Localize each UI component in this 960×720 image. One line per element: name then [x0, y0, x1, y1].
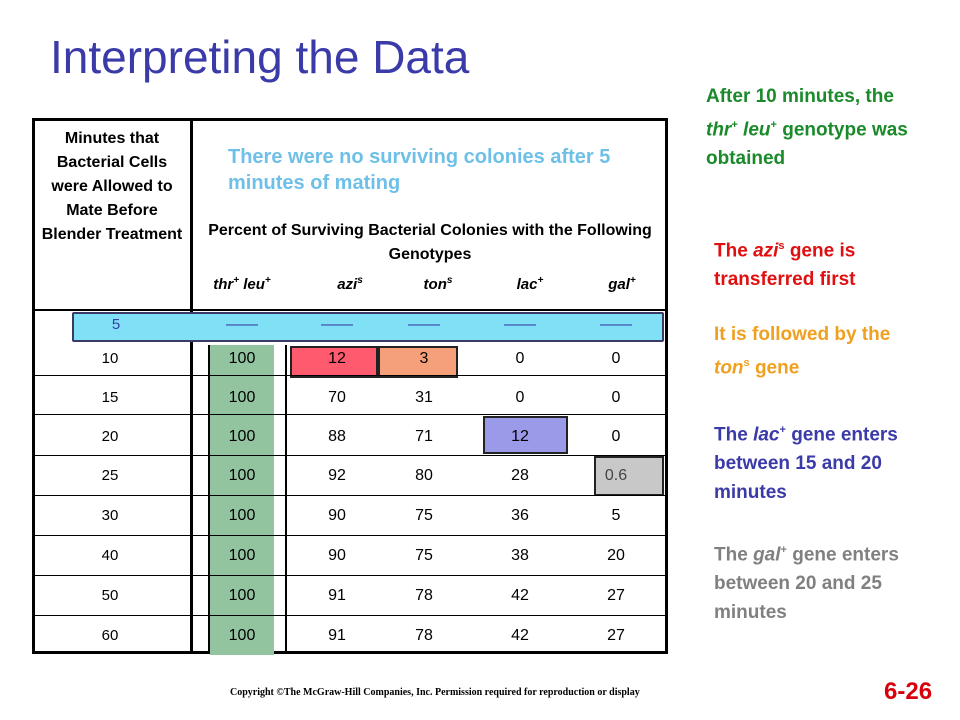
- row-divider: [32, 455, 668, 456]
- row-divider: [32, 414, 668, 415]
- genotype-header-gal: gal+: [608, 275, 636, 293]
- value-cell: 90: [328, 507, 346, 524]
- value-cell: 31: [415, 389, 433, 406]
- value-cell: 0: [515, 389, 525, 406]
- value-cell: 38: [511, 547, 529, 564]
- value-cell: 20: [607, 547, 625, 564]
- data-table: [32, 118, 668, 654]
- note-ton: It is followed by the tons gene: [714, 324, 891, 379]
- minute-cell: 40: [101, 547, 119, 564]
- value-cell: 92: [328, 467, 346, 484]
- value-cell: 75: [415, 507, 433, 524]
- value-cell: 3: [419, 350, 429, 367]
- value-cell: 5: [611, 507, 621, 524]
- no-survivors-annotation: There were no surviving colonies after 5…: [228, 146, 611, 194]
- value-cell: 28: [511, 467, 529, 484]
- value-cell: 0: [515, 350, 525, 367]
- value-cell: 80: [415, 467, 433, 484]
- value-cell: 100: [228, 350, 256, 367]
- value-cell: 100: [228, 627, 256, 644]
- value-cell: 88: [328, 428, 346, 445]
- value-cell: 100: [228, 389, 256, 406]
- value-cell: ——: [600, 316, 632, 333]
- value-cell: 12: [328, 350, 346, 367]
- value-cell: 91: [328, 587, 346, 604]
- minute-cell: 15: [101, 389, 119, 406]
- lac-20-highlight: [483, 416, 568, 454]
- ton-10-highlight: [378, 346, 458, 378]
- value-cell: 36: [511, 507, 529, 524]
- genotype-header-thr-leu: thr+ leu+: [213, 275, 271, 293]
- minute-cell: 25: [101, 467, 119, 484]
- row-divider: [32, 575, 668, 576]
- minute-cell: 50: [101, 587, 119, 604]
- genotype-header-ton: tons: [423, 275, 453, 293]
- value-cell: 12: [511, 428, 529, 445]
- minute-cell: 5: [111, 316, 121, 333]
- row-divider: [32, 535, 668, 536]
- row-divider: [32, 615, 668, 616]
- value-cell: 90: [328, 547, 346, 564]
- column-divider-minutes: [190, 118, 193, 654]
- value-cell: 100: [228, 467, 256, 484]
- slide-number: 6-26: [884, 678, 933, 705]
- value-cell: 0: [611, 428, 621, 445]
- note-gal: The gal+ gene enters between 20 and 25 m…: [714, 544, 899, 624]
- thr-leu-column-highlight: [210, 345, 274, 655]
- value-cell: 75: [415, 547, 433, 564]
- value-cell: 100: [228, 428, 256, 445]
- minute-cell: 60: [101, 627, 119, 644]
- row-divider: [32, 495, 668, 496]
- row-5-highlight: [72, 312, 664, 342]
- azi-10-highlight: [290, 346, 378, 378]
- genotype-header-lac: lac+: [516, 275, 544, 293]
- minute-cell: 10: [101, 350, 119, 367]
- value-cell: 71: [415, 428, 433, 445]
- note-thr-leu: After 10 minutes, the thr+ leu+ genotype…: [706, 86, 908, 170]
- minutes-column-header: Minutes that Bacterial Cells were Allowe…: [41, 130, 183, 243]
- note-azi: The azis gene is transferred first: [714, 240, 856, 291]
- value-cell: 42: [511, 627, 529, 644]
- value-cell: 27: [607, 587, 625, 604]
- minute-cell: 20: [101, 428, 119, 445]
- value-cell: ——: [321, 316, 353, 333]
- value-cell: 0: [611, 350, 621, 367]
- value-cell: ——: [226, 316, 258, 333]
- value-cell: ——: [504, 316, 536, 333]
- value-cell: 70: [328, 389, 346, 406]
- value-cell: ——: [408, 316, 440, 333]
- value-cell: 78: [415, 627, 433, 644]
- genotype-header-azi: azis: [337, 275, 363, 293]
- value-cell: 100: [228, 547, 256, 564]
- row-divider: [32, 375, 668, 376]
- column-divider-left-1: [208, 345, 210, 654]
- value-cell: 0: [611, 389, 621, 406]
- value-cell: 100: [228, 507, 256, 524]
- minute-cell: 30: [101, 507, 119, 524]
- note-lac: The lac+ gene enters between 15 and 20 m…: [714, 424, 898, 504]
- column-divider-left-2: [285, 345, 287, 654]
- value-cell: 42: [511, 587, 529, 604]
- value-cell: 78: [415, 587, 433, 604]
- value-cell: 27: [607, 627, 625, 644]
- header-divider: [32, 309, 668, 311]
- value-cell: 100: [228, 587, 256, 604]
- page-title: Interpreting the Data: [50, 31, 470, 83]
- copyright-notice: Copyright ©The McGraw-Hill Companies, In…: [230, 687, 640, 698]
- percent-column-header: Percent of Surviving Bacterial Colonies …: [208, 222, 652, 263]
- value-cell: 0.6: [604, 467, 628, 484]
- value-cell: 91: [328, 627, 346, 644]
- gal-25-highlight: [594, 456, 664, 496]
